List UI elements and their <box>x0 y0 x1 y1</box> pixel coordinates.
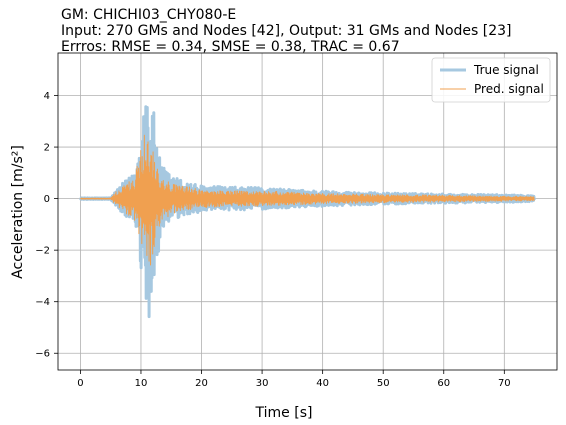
x-tick-label-0: 0 <box>77 378 83 389</box>
y-tick-label-2: 2 <box>44 143 50 154</box>
y-tick-label-0: 0 <box>44 194 50 205</box>
y-tick-label--6: −6 <box>35 349 50 360</box>
x-axis-label: Time [s] <box>255 405 313 421</box>
legend: True signal Pred. signal <box>431 57 551 103</box>
x-tick-label-30: 30 <box>256 378 269 389</box>
y-axis-ticks: −6 −4 −2 0 2 4 <box>35 91 58 360</box>
x-tick-label-70: 70 <box>498 378 511 389</box>
legend-label-pred-signal: Pred. signal <box>474 82 544 96</box>
y-tick-label--4: −4 <box>35 297 50 308</box>
y-tick-label--2: −2 <box>35 246 50 257</box>
chart-title-line-1: GM: CHICHI03_CHY080-E <box>61 7 236 23</box>
x-tick-label-60: 60 <box>437 378 450 389</box>
x-tick-label-40: 40 <box>316 378 329 389</box>
chart-title: GM: CHICHI03_CHY080-E Input: 270 GMs and… <box>61 7 512 55</box>
x-tick-label-20: 20 <box>195 378 208 389</box>
legend-label-true-signal: True signal <box>473 63 539 77</box>
chart-title-line-3: Errros: RMSE = 0.34, SMSE = 0.38, TRAC =… <box>61 39 400 55</box>
y-axis-label: Acceleration [m/s²] <box>10 145 26 279</box>
plot-area-frame <box>57 52 558 371</box>
chart-title-line-2: Input: 270 GMs and Nodes [42], Output: 3… <box>61 23 512 39</box>
series-group <box>79 105 536 319</box>
series-line-pred-signal <box>79 134 535 266</box>
y-tick-label-4: 4 <box>44 91 50 102</box>
x-tick-label-10: 10 <box>135 378 148 389</box>
x-tick-label-50: 50 <box>377 378 390 389</box>
x-axis-ticks: 0 10 20 30 40 50 60 70 <box>77 370 511 389</box>
